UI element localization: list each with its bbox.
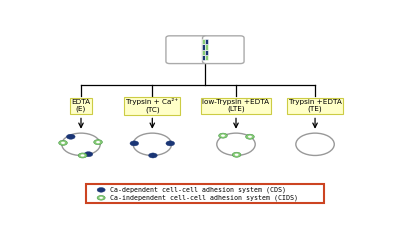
- Circle shape: [66, 134, 75, 139]
- Text: Trypsin +EDTA
(TE): Trypsin +EDTA (TE): [289, 99, 342, 112]
- Circle shape: [148, 153, 157, 158]
- Circle shape: [94, 140, 102, 145]
- Circle shape: [232, 152, 241, 157]
- Circle shape: [97, 187, 105, 192]
- Circle shape: [97, 195, 105, 200]
- Bar: [202, 50, 205, 55]
- Circle shape: [99, 197, 103, 199]
- Bar: [205, 39, 208, 44]
- FancyBboxPatch shape: [202, 36, 244, 64]
- Circle shape: [221, 135, 225, 137]
- FancyBboxPatch shape: [166, 36, 208, 64]
- Circle shape: [80, 154, 84, 157]
- Text: EDTA
(E): EDTA (E): [72, 99, 90, 112]
- Circle shape: [96, 141, 100, 143]
- Circle shape: [235, 154, 238, 156]
- Bar: [205, 55, 208, 60]
- Text: Trypsin + Ca²⁺
(TC): Trypsin + Ca²⁺ (TC): [126, 98, 178, 113]
- Text: Ca-independent cell-cell adhesion system (CIDS): Ca-independent cell-cell adhesion system…: [110, 194, 298, 201]
- Circle shape: [130, 141, 139, 146]
- Bar: [202, 55, 205, 60]
- Text: Ca-dependent cell-cell adhesion system (CDS): Ca-dependent cell-cell adhesion system (…: [110, 187, 286, 193]
- Bar: [202, 39, 205, 44]
- Bar: [205, 44, 208, 50]
- FancyBboxPatch shape: [86, 184, 324, 203]
- Circle shape: [78, 153, 87, 158]
- Circle shape: [61, 142, 65, 144]
- Bar: [202, 44, 205, 50]
- Circle shape: [84, 152, 93, 157]
- Circle shape: [246, 134, 254, 139]
- Text: low-Trypsin +EDTA
(LTE): low-Trypsin +EDTA (LTE): [202, 99, 270, 112]
- Bar: [205, 50, 208, 55]
- Circle shape: [248, 135, 252, 138]
- Circle shape: [166, 141, 175, 146]
- Circle shape: [59, 140, 67, 145]
- Circle shape: [219, 133, 227, 138]
